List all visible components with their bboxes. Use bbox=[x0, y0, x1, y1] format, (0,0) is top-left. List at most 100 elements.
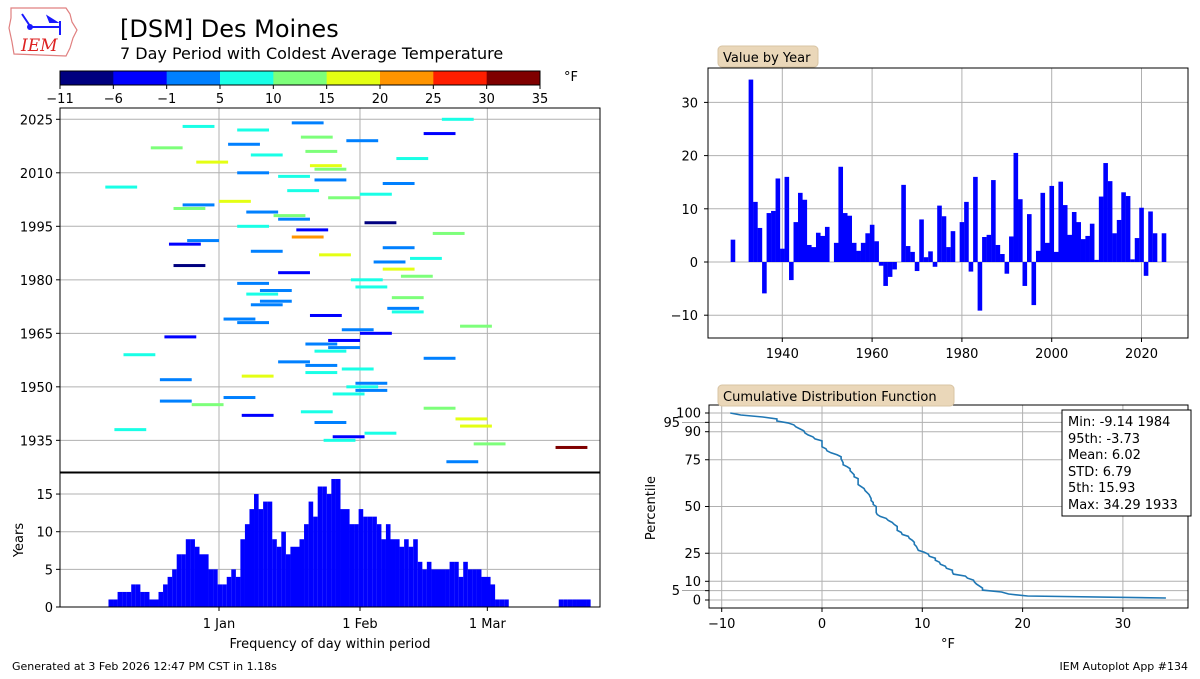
histogram-bar bbox=[254, 494, 259, 607]
period-segment bbox=[123, 353, 156, 357]
colorbar-tick-label: 20 bbox=[372, 92, 389, 107]
histogram-bar bbox=[390, 539, 396, 607]
histogram-bar bbox=[281, 531, 286, 607]
year-bar bbox=[1103, 163, 1108, 262]
value-by-year-title: Value by Year bbox=[717, 45, 819, 68]
year-bar bbox=[757, 227, 763, 262]
year-bar bbox=[1044, 242, 1050, 262]
year-bar bbox=[1027, 214, 1032, 262]
histogram-bar bbox=[367, 516, 373, 607]
histogram-bar bbox=[326, 494, 332, 607]
period-segment bbox=[223, 317, 256, 321]
year-bar bbox=[1085, 235, 1090, 262]
year-bar bbox=[1143, 262, 1149, 276]
period-segment bbox=[555, 445, 588, 449]
year-bar bbox=[910, 251, 915, 262]
histogram-bar bbox=[140, 591, 145, 607]
period-segment bbox=[278, 217, 310, 221]
year-bar bbox=[1018, 199, 1023, 262]
colorbar-tick-label: 35 bbox=[532, 92, 549, 107]
histogram-bar bbox=[358, 509, 364, 607]
year-bar bbox=[1152, 233, 1158, 262]
period-segment bbox=[382, 182, 415, 186]
period-segment bbox=[278, 360, 310, 364]
histogram-bar bbox=[404, 539, 409, 607]
year-bar bbox=[968, 262, 974, 272]
histogram-bar bbox=[153, 599, 159, 607]
histogram-bar bbox=[490, 584, 496, 607]
year-bar bbox=[977, 262, 983, 311]
year-bar bbox=[798, 192, 803, 262]
year-bar bbox=[1080, 239, 1086, 262]
histogram-bar bbox=[203, 554, 209, 607]
histogram-bar bbox=[354, 524, 359, 607]
period-segment bbox=[305, 342, 338, 346]
histogram-bar bbox=[376, 524, 382, 607]
year-bar bbox=[1134, 238, 1140, 262]
histogram-bar bbox=[440, 569, 446, 607]
histogram-bar bbox=[340, 509, 346, 607]
period-segment bbox=[319, 253, 351, 257]
period-segment bbox=[364, 431, 397, 435]
period-segment bbox=[455, 417, 488, 421]
histogram-bar bbox=[481, 576, 487, 607]
year-bar bbox=[946, 247, 951, 262]
year-bar bbox=[1076, 222, 1081, 262]
colorbar-swatch bbox=[60, 71, 114, 85]
year-bar bbox=[937, 205, 942, 262]
cdf-x-tick-label: 0 bbox=[818, 617, 826, 632]
histogram-bar bbox=[299, 539, 305, 607]
period-segment bbox=[396, 157, 429, 161]
weather-station-icon bbox=[21, 13, 61, 35]
period-segment bbox=[164, 335, 197, 339]
year-bar bbox=[802, 199, 808, 262]
year-bar bbox=[730, 239, 736, 262]
cdf-y-tick-label: 50 bbox=[684, 500, 701, 515]
period-axes-frame bbox=[59, 107, 601, 473]
period-segment bbox=[246, 210, 279, 214]
stat-95th: 95th: -3.73 bbox=[1068, 432, 1140, 447]
year-bar bbox=[865, 233, 870, 262]
period-segment bbox=[460, 424, 492, 428]
period-segment bbox=[314, 349, 347, 353]
histogram-bar bbox=[158, 591, 164, 607]
colorbar-swatch bbox=[220, 71, 274, 85]
year-bar bbox=[1125, 196, 1131, 262]
period-segment bbox=[373, 260, 406, 264]
histogram-bar bbox=[413, 539, 418, 607]
colorbar-tick-label: −1 bbox=[157, 92, 176, 107]
period-segment bbox=[168, 242, 201, 246]
histogram-bar bbox=[472, 569, 477, 607]
histogram-bar bbox=[181, 554, 186, 607]
year-bar bbox=[901, 184, 906, 262]
histogram-bar bbox=[372, 516, 377, 607]
year-bar bbox=[995, 244, 1001, 262]
year-bar bbox=[1071, 211, 1077, 262]
year-x-tick-label: 1960 bbox=[856, 347, 889, 362]
year-bar bbox=[806, 244, 812, 262]
histogram-bar bbox=[122, 591, 127, 607]
histogram-bar bbox=[467, 569, 473, 607]
year-bar bbox=[1000, 254, 1005, 262]
period-y-tick-label: 2010 bbox=[20, 167, 53, 182]
year-bar bbox=[815, 232, 821, 262]
period-segment bbox=[346, 385, 379, 389]
period-segment bbox=[159, 399, 192, 403]
histogram-bar bbox=[417, 561, 423, 607]
year-bar bbox=[905, 246, 911, 262]
year-bar bbox=[1035, 250, 1041, 262]
year-bar bbox=[1058, 181, 1064, 262]
period-segment bbox=[314, 178, 347, 182]
histogram-bar bbox=[235, 576, 241, 607]
period-y-tick-label: 1965 bbox=[20, 327, 53, 342]
year-bar bbox=[964, 201, 969, 262]
cdf-x-tick-label: 20 bbox=[1014, 617, 1031, 632]
histogram-bar bbox=[431, 569, 436, 607]
year-bar bbox=[878, 262, 884, 266]
histogram-bar bbox=[435, 569, 441, 607]
period-segment bbox=[250, 153, 283, 157]
histogram-bar bbox=[558, 599, 564, 607]
histogram-bar bbox=[308, 501, 314, 607]
period-segment bbox=[191, 403, 224, 407]
year-x-tick-label: 2020 bbox=[1125, 347, 1158, 362]
